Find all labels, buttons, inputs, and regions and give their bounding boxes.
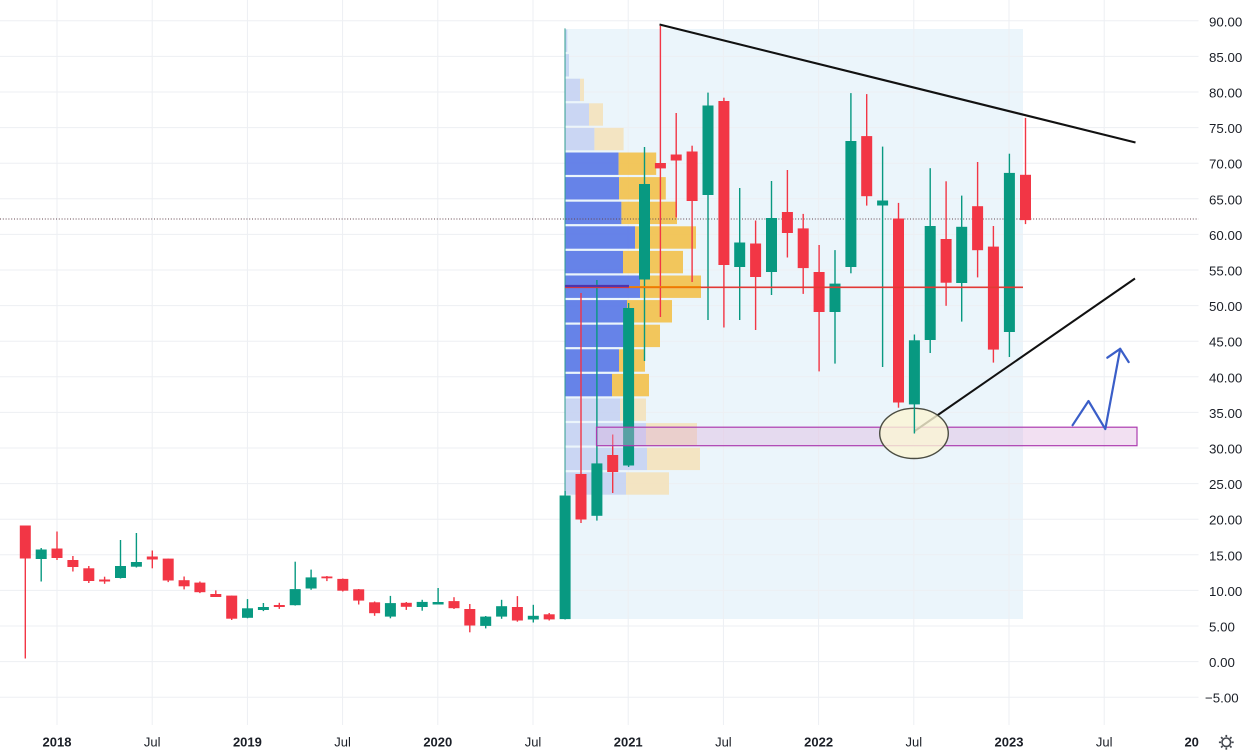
svg-text:Jul: Jul — [1096, 735, 1113, 750]
svg-text:Jul: Jul — [905, 735, 922, 750]
svg-text:Jul: Jul — [334, 735, 351, 750]
svg-text:−5.00: −5.00 — [1205, 691, 1239, 706]
svg-text:Jul: Jul — [525, 735, 542, 750]
svg-text:2018: 2018 — [43, 735, 72, 750]
svg-text:55.00: 55.00 — [1209, 264, 1242, 279]
svg-text:70.00: 70.00 — [1209, 157, 1242, 172]
svg-text:50.00: 50.00 — [1209, 299, 1242, 314]
svg-text:85.00: 85.00 — [1209, 50, 1242, 65]
svg-text:35.00: 35.00 — [1209, 406, 1242, 421]
svg-text:25.00: 25.00 — [1209, 477, 1242, 492]
svg-text:2023: 2023 — [995, 735, 1024, 750]
svg-text:20.00: 20.00 — [1209, 513, 1242, 528]
svg-text:45.00: 45.00 — [1209, 335, 1242, 350]
svg-text:2022: 2022 — [804, 735, 833, 750]
svg-text:0.00: 0.00 — [1209, 655, 1235, 670]
svg-text:30.00: 30.00 — [1209, 442, 1242, 457]
svg-text:90.00: 90.00 — [1209, 14, 1242, 29]
svg-text:2019: 2019 — [233, 735, 262, 750]
svg-text:80.00: 80.00 — [1209, 86, 1242, 101]
svg-text:Jul: Jul — [144, 735, 161, 750]
svg-text:40.00: 40.00 — [1209, 370, 1242, 385]
svg-text:60.00: 60.00 — [1209, 228, 1242, 243]
svg-text:2021: 2021 — [614, 735, 643, 750]
svg-text:20: 20 — [1184, 735, 1198, 750]
svg-text:Jul: Jul — [715, 735, 732, 750]
svg-text:10.00: 10.00 — [1209, 584, 1242, 599]
svg-text:15.00: 15.00 — [1209, 548, 1242, 563]
svg-text:65.00: 65.00 — [1209, 192, 1242, 207]
svg-text:75.00: 75.00 — [1209, 121, 1242, 136]
svg-text:5.00: 5.00 — [1209, 620, 1235, 635]
svg-text:2020: 2020 — [423, 735, 452, 750]
